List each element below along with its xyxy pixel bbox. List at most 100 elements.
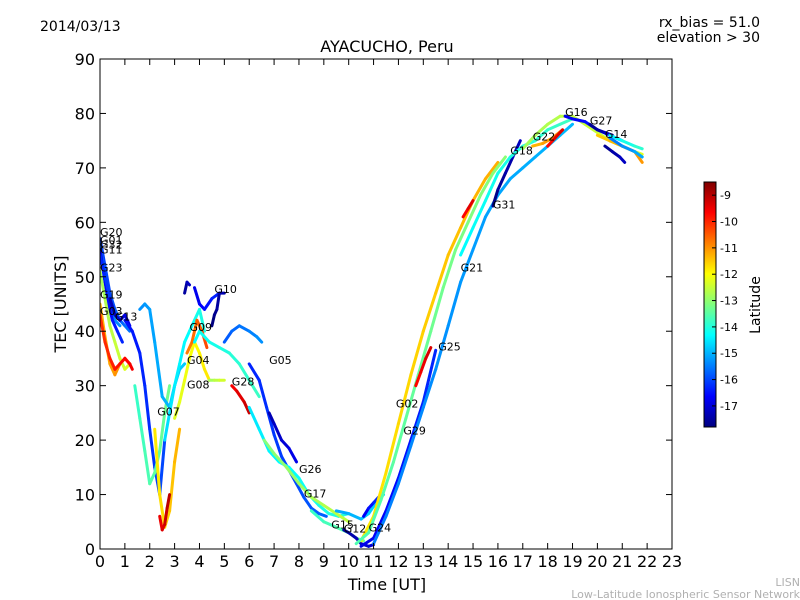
series-segment-g21 — [533, 144, 550, 159]
series-segment-g27 — [588, 122, 599, 132]
series-segment-g17 — [247, 405, 261, 431]
series-segment-g22b — [546, 136, 557, 148]
x-tick-label: 23 — [662, 552, 682, 571]
series-segment-g25 — [421, 348, 438, 404]
prn-label-g16: G16 — [565, 106, 588, 119]
series-segment-g21 — [434, 324, 450, 371]
prn-label-g32: G32 — [100, 239, 123, 252]
series-segment-g21 — [396, 444, 413, 486]
prn-label-g09: G09 — [190, 321, 213, 334]
series-segment-g07b — [158, 411, 167, 453]
series-segment-g07 — [158, 438, 167, 497]
y-axis-label: TEC [UNITS] — [51, 256, 70, 354]
series-segment-g10 — [185, 280, 191, 287]
series-segment-g25 — [409, 400, 425, 442]
series-segment-g18 — [496, 155, 512, 175]
prn-label-g20: G20 — [100, 226, 123, 239]
prn-label-g24: G24 — [369, 522, 392, 535]
series-segment-g03 — [103, 340, 112, 360]
x-tick-label: 15 — [463, 552, 483, 571]
prn-label-g21: G21 — [461, 261, 484, 274]
series-segment-g23 — [103, 297, 112, 328]
series-segment-g08 — [160, 395, 172, 409]
series-segment-g02 — [471, 177, 487, 203]
series-segment-g31b — [466, 199, 475, 211]
series-segment-g17b — [285, 465, 301, 486]
x-tick-label: 21 — [612, 552, 632, 571]
series-segment-g05 — [309, 506, 321, 516]
series-segment-g22b — [553, 128, 565, 140]
series-segment-g09b — [237, 362, 251, 382]
series-segment-g04 — [173, 400, 182, 420]
prn-label-g31: G31 — [493, 199, 516, 212]
series-segment-g16 — [533, 122, 550, 137]
series-segment-g07b — [148, 471, 157, 486]
x-tick-label: 4 — [194, 552, 204, 571]
y-tick-label: 30 — [75, 377, 95, 396]
series-segment-g14c — [620, 144, 637, 154]
rx-bias-label: rx_bias = 51.0 — [659, 15, 760, 31]
series-segment-g15 — [322, 520, 338, 529]
axes: 0 1 2 3 4 5 6 7 8 9 10 11 12 13 14 15 16 17 18 19 20 21 22 2301… — [75, 50, 683, 571]
series-segment-g21b — [414, 370, 423, 388]
series-segment-g08 — [178, 362, 187, 371]
colorbar-tick-label: -15 — [720, 347, 738, 360]
series-segment-g11 — [103, 275, 112, 301]
x-tick-label: 19 — [562, 552, 582, 571]
prn-label-g28: G28 — [232, 376, 255, 389]
series-segment-g24 — [334, 509, 351, 516]
series-segment-g29 — [379, 460, 395, 502]
series-segment-g17b — [262, 438, 276, 456]
series-segment-g27b — [603, 144, 614, 154]
series-segment-g04 — [198, 351, 206, 371]
series-segment-g26 — [287, 446, 298, 464]
series-segment-g32 — [115, 329, 124, 344]
series-segment-g09 — [183, 329, 191, 344]
series-segment-g05 — [247, 362, 261, 382]
series-segment-g05 — [272, 433, 283, 458]
series-segment-g14b — [633, 144, 644, 151]
series-segment-g16 — [546, 114, 562, 126]
series-segment-g07b — [138, 416, 147, 453]
series-segment-g02 — [421, 291, 438, 333]
prn-label-g10: G10 — [214, 283, 237, 296]
y-tick-label: 60 — [75, 213, 95, 232]
series-segment-g13 — [108, 297, 117, 317]
x-tick-label: 2 — [145, 552, 155, 571]
series-segment-g01 — [113, 318, 122, 328]
series-segment-g31 — [491, 188, 500, 208]
series-segment-g19 — [108, 362, 117, 377]
elevation-label: elevation > 30 — [657, 30, 760, 46]
series-segment-g18 — [533, 128, 550, 143]
x-tick-label: 8 — [294, 552, 304, 571]
series-segment-g32 — [110, 318, 119, 333]
prn-label-g19: G19 — [100, 289, 123, 302]
series-segment-g23 — [108, 324, 117, 344]
series-segment-g04 — [188, 340, 196, 360]
series-segment-g07b — [143, 449, 152, 486]
plot-frame — [99, 58, 673, 550]
series-segment-g05 — [257, 378, 269, 409]
series-segment-g17 — [267, 449, 281, 464]
series-segment-g09 — [168, 384, 177, 415]
series-segment-g22 — [541, 136, 555, 145]
prn-label-g17: G17 — [304, 487, 327, 500]
series-segment-g02 — [434, 253, 450, 295]
series-segment-g09b — [217, 346, 231, 355]
series-segment-g03 — [128, 362, 134, 371]
y-tick-label: 0 — [85, 540, 95, 559]
series-segment-g21 — [558, 122, 574, 137]
series-segment-g29 — [429, 286, 445, 333]
series-segment-g18 — [508, 144, 525, 159]
series-segment-g07c — [168, 460, 177, 513]
series-segment-g02 — [384, 422, 400, 475]
series-segment-g03 — [108, 356, 117, 371]
lisn-short-label: LISN — [775, 576, 800, 589]
series-segment-g15 — [309, 509, 326, 524]
series-segment-g21 — [521, 155, 537, 170]
series-segment-g09c — [237, 324, 251, 333]
y-tick-label: 40 — [75, 322, 95, 341]
series-segment-g07d — [165, 493, 172, 510]
series-segment-g04 — [203, 367, 211, 382]
